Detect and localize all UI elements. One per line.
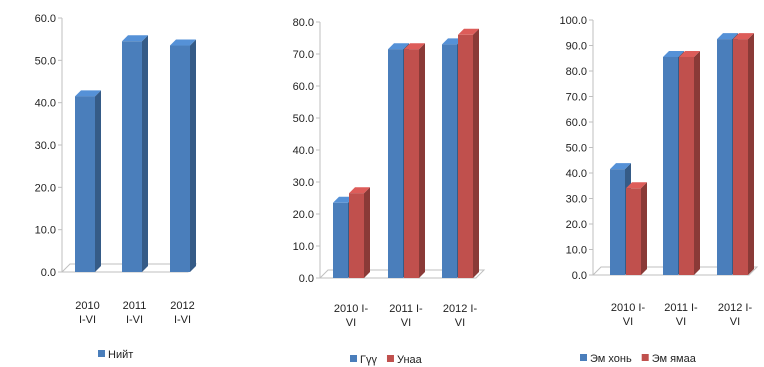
chart-2: 0.0 10.0 20.0 30.0 40.0 50.0 60.0 70.0 80.0 2010 … [293,17,486,366]
x-tick-label: 2012 I-VI [443,303,478,329]
bar-side [641,182,647,275]
y-tick-label: 90.0 [566,41,587,53]
y-tick-label: 20.0 [35,182,56,194]
legend-swatch [350,355,357,362]
y-tick-label: 0.0 [299,273,314,285]
y-tick-label: 60.0 [35,13,56,25]
bar-top [626,182,647,189]
chart-3: 0.0 10.0 20.0 30.0 40.0 50.0 60.0 70.0 80.0 90.0 1… [559,15,759,365]
y-tick-label: 50.0 [293,113,314,125]
bar-top [442,38,463,45]
bar-top [388,43,409,50]
bar-top [404,43,425,50]
bar [75,96,95,272]
bar-side [748,33,754,275]
y-tick-label: 10.0 [35,225,56,237]
y-tick-label: 10.0 [566,245,587,257]
y-tick-label: 20.0 [566,219,587,231]
legend-swatch [98,350,105,357]
legend-label: Эм хонь [590,353,632,365]
chart-1: 0.0 10.0 20.0 30.0 40.0 50.0 60.0 2010 I-VI 2011 I… [35,13,198,361]
bar-top [75,90,101,97]
legend-label: Гүү [360,354,377,366]
y-tick-label: 30.0 [293,177,314,189]
y-tick-label: 50.0 [35,55,56,67]
y-tick-label: 50.0 [566,143,587,155]
legend-swatch [641,354,649,361]
bar-top [610,163,631,170]
x-tick-label: 2010 I-VI [334,303,369,329]
bar-side [419,43,425,279]
y-tick-label: 30.0 [566,194,587,206]
legend-label: Нийт [108,349,133,361]
y-tick-label: 30.0 [35,140,56,152]
bar [388,49,403,279]
bar-top [170,39,196,46]
bar-top [458,28,479,35]
bar [170,45,190,273]
bar [333,202,348,278]
bar-side [694,50,700,275]
bar [404,49,419,279]
legend-label: Унаа [397,354,423,366]
bar-top [333,196,354,203]
bar [626,188,641,275]
legend-swatch [386,355,394,362]
y-tick-label: 60.0 [566,117,587,129]
x-tick-label: 2012 I-VI [718,302,753,328]
y-tick-label: 80.0 [566,66,587,78]
bar-side [190,39,196,273]
y-tick-label: 20.0 [293,209,314,221]
bar-top [349,187,370,194]
x-tick-label: 2012 I-VI [170,300,194,326]
y-tick-label: 10.0 [293,241,314,253]
legend-swatch [580,354,587,361]
y-tick-label: 60.0 [293,81,314,93]
bar [442,44,457,279]
bar [717,39,732,275]
bar-top [717,33,738,40]
y-tick-label: 70.0 [566,92,587,104]
bar [122,41,142,273]
bar-side [473,28,479,278]
x-tick-label: 2010 I-VI [75,300,99,326]
bar-top [663,50,684,57]
bar [349,193,364,278]
bar-side [364,187,370,278]
y-tick-label: 0.0 [41,267,56,279]
x-tick-label: 2010 I-VI [611,302,646,328]
y-tick-label: 40.0 [35,98,56,110]
bar [610,169,625,275]
bar [733,39,748,275]
bar-side [95,90,101,272]
bar [663,56,678,275]
bar-top [679,50,700,57]
x-tick-label: 2011 I-VI [664,302,698,328]
y-tick-label: 40.0 [293,145,314,157]
y-tick-label: 70.0 [293,49,314,61]
bar-side [142,35,148,273]
y-tick-label: 40.0 [566,168,587,180]
bar-top [122,35,148,42]
y-tick-label: 0.0 [572,270,587,282]
legend-label: Эм ямаа [652,353,697,365]
bar [458,34,473,278]
bar [679,56,694,275]
x-tick-label: 2011 I-VI [123,300,147,326]
x-tick-label: 2011 I-VI [389,303,423,329]
bar-top [733,33,754,40]
y-tick-label: 100.0 [559,15,587,27]
y-tick-label: 80.0 [293,17,314,29]
